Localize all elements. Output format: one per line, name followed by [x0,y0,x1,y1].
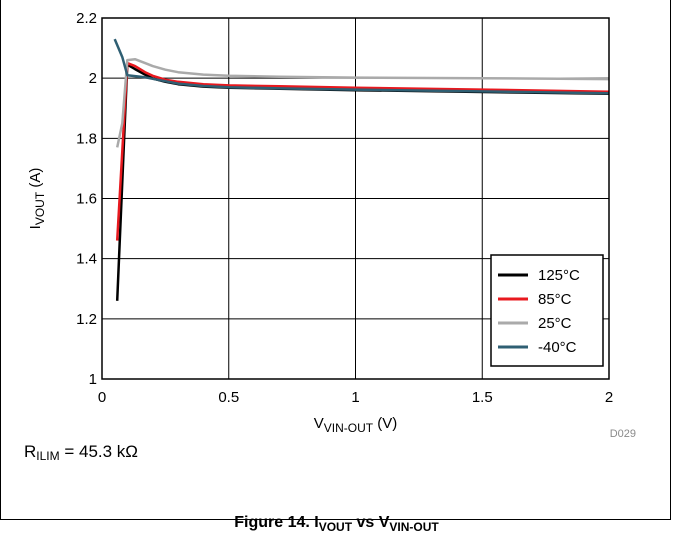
y-axis-label-sub: VOUT [33,191,47,225]
caption-main: Figure 14. I [234,514,319,531]
x-tick-label: 2 [605,389,613,406]
x-axis-label-main: V [314,415,324,432]
rilim-value: = 45.3 kΩ [59,442,139,461]
legend-label: 25°C [538,315,572,332]
x-tick-label: 0.5 [218,389,239,406]
y-axis-label-main: I [27,225,44,229]
legend-label: 125°C [538,267,580,284]
series-line-3 [113,38,610,95]
figure-code: D029 [610,428,636,440]
series-line-1 [115,61,610,241]
x-tick-label: 0 [98,389,106,406]
x-axis-label-sub: VIN-OUT [324,421,374,435]
y-tick-label: 1.8 [76,130,97,147]
caption-sub1: VOUT [318,520,353,534]
y-tick-label: 2.2 [76,10,97,27]
y-tick-label: 2 [89,70,97,87]
rilim-main: R [24,442,37,461]
x-tick-label: 1 [351,389,359,406]
x-axis-label-unit: (V) [373,415,397,432]
y-axis-label: IVOUT (A) [27,168,47,230]
x-axis-label: VVIN-OUT (V) [314,415,398,435]
y-axis-label-unit: (A) [27,168,44,192]
plot-border [101,17,610,380]
legend-label: -40°C [538,339,577,356]
caption-sub2: VIN-OUT [389,520,439,534]
x-tick-label: 1.5 [472,389,493,406]
figure-frame [0,0,671,520]
y-tick-label: 1.4 [76,251,97,268]
y-tick-label: 1.6 [76,191,97,208]
legend-label: 85°C [538,291,572,308]
y-tick-label: 1.2 [76,311,97,328]
y-tick-label: 1 [89,371,97,388]
rilim-note: RILIM = 45.3 kΩ [24,442,138,463]
figure-caption: Figure 14. IVOUT vs VVIN-OUT [0,514,673,534]
caption-mid: vs V [352,514,390,531]
series-line-2 [115,57,610,148]
rilim-sub: ILIM [36,449,60,463]
